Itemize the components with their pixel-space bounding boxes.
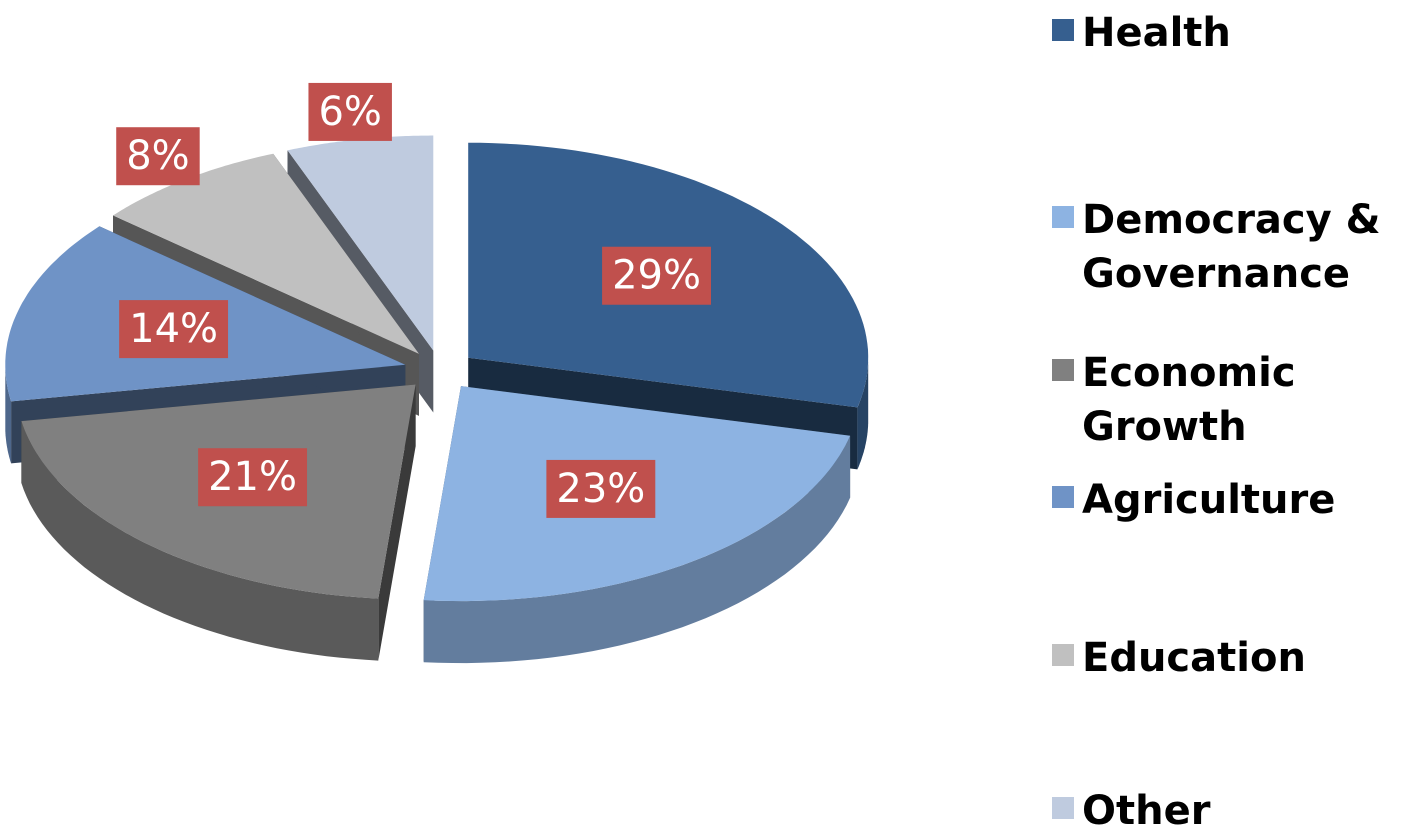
data-label-group: 29% <box>602 246 712 305</box>
legend-swatch <box>1052 206 1074 228</box>
legend-swatch <box>1052 359 1074 381</box>
legend-item: Other <box>1052 784 1397 827</box>
data-label-box <box>119 300 229 359</box>
data-label-group: 21% <box>198 448 308 507</box>
legend-label: Education <box>1082 635 1306 681</box>
data-label: 23% <box>556 466 645 512</box>
data-label: 14% <box>129 306 218 352</box>
slice <box>287 135 434 351</box>
legend-swatch <box>1052 19 1074 41</box>
legend-label: Agriculture <box>1082 477 1336 523</box>
legend-swatch <box>1052 797 1074 819</box>
legend-label: Other <box>1082 788 1211 827</box>
pie-area: 29% 23% 21% 14% 8% 6% <box>5 82 869 664</box>
slice-side <box>378 384 416 661</box>
data-label-box <box>308 82 392 141</box>
legend-label: Economic Growth <box>1082 350 1296 450</box>
legend-swatch <box>1052 486 1074 508</box>
legend-item: Education <box>1052 631 1397 685</box>
slice-wall <box>21 421 379 661</box>
data-label-box <box>602 246 712 305</box>
data-label-box <box>546 459 656 518</box>
legend-label: Health <box>1082 10 1231 56</box>
data-label: 8% <box>126 133 189 179</box>
legend-swatch <box>1052 644 1074 666</box>
data-label: 29% <box>612 253 701 299</box>
data-label: 21% <box>208 454 297 500</box>
legend-item: Health <box>1052 6 1397 60</box>
slice-wall <box>5 364 12 464</box>
slice-wall <box>423 435 851 664</box>
legend-item: Democracy & Governance <box>1052 193 1397 301</box>
data-label-box <box>116 127 200 186</box>
slice <box>113 153 419 354</box>
data-label-box <box>198 448 308 507</box>
legend-item: Agriculture <box>1052 473 1397 527</box>
data-label: 6% <box>318 89 381 135</box>
legend-label: Democracy & Governance <box>1082 197 1381 297</box>
data-label-group: 8% <box>116 127 200 186</box>
legend-item: Economic Growth <box>1052 346 1397 454</box>
data-label-group: 23% <box>546 459 656 518</box>
data-label-group: 14% <box>119 300 229 359</box>
data-label-group: 6% <box>308 82 392 141</box>
slice-wall <box>857 357 869 470</box>
